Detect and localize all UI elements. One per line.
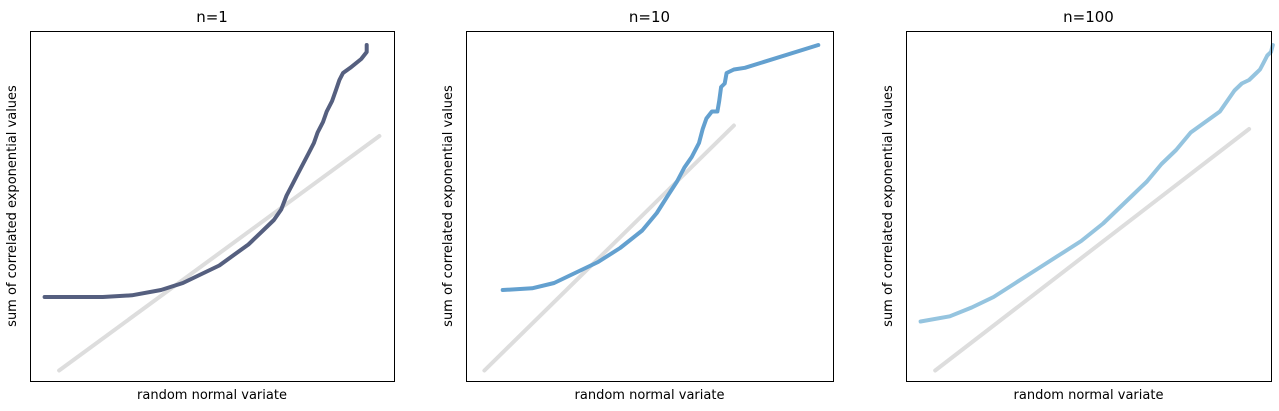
axes-frame	[30, 31, 395, 382]
reference-line	[933, 127, 1252, 373]
chart-title: n=10	[629, 8, 670, 26]
x-axis-label: random normal variate	[137, 388, 287, 403]
subplot-1: n=1 random normal variate sum of correlate…	[5, 8, 395, 403]
subplot-2: n=10 random normal variate sum of correlat…	[441, 8, 834, 403]
x-axis-label: random normal variate	[575, 388, 725, 403]
series-line	[42, 43, 369, 299]
x-axis-label: random normal variate	[1014, 388, 1164, 403]
axes-frame	[466, 31, 834, 382]
subplot-3: n=100 random normal variate sum of correla…	[881, 8, 1275, 403]
y-axis-label: sum of correlated exponential values	[441, 85, 456, 327]
series-line	[500, 43, 821, 292]
reference-line	[482, 123, 736, 373]
reference-line	[57, 134, 382, 373]
series-line	[918, 43, 1275, 324]
chart-title: n=100	[1063, 8, 1114, 26]
y-axis-label: sum of correlated exponential values	[881, 85, 896, 327]
axes-frame	[906, 31, 1272, 382]
chart-title: n=1	[196, 8, 228, 26]
y-axis-label: sum of correlated exponential values	[5, 85, 20, 327]
